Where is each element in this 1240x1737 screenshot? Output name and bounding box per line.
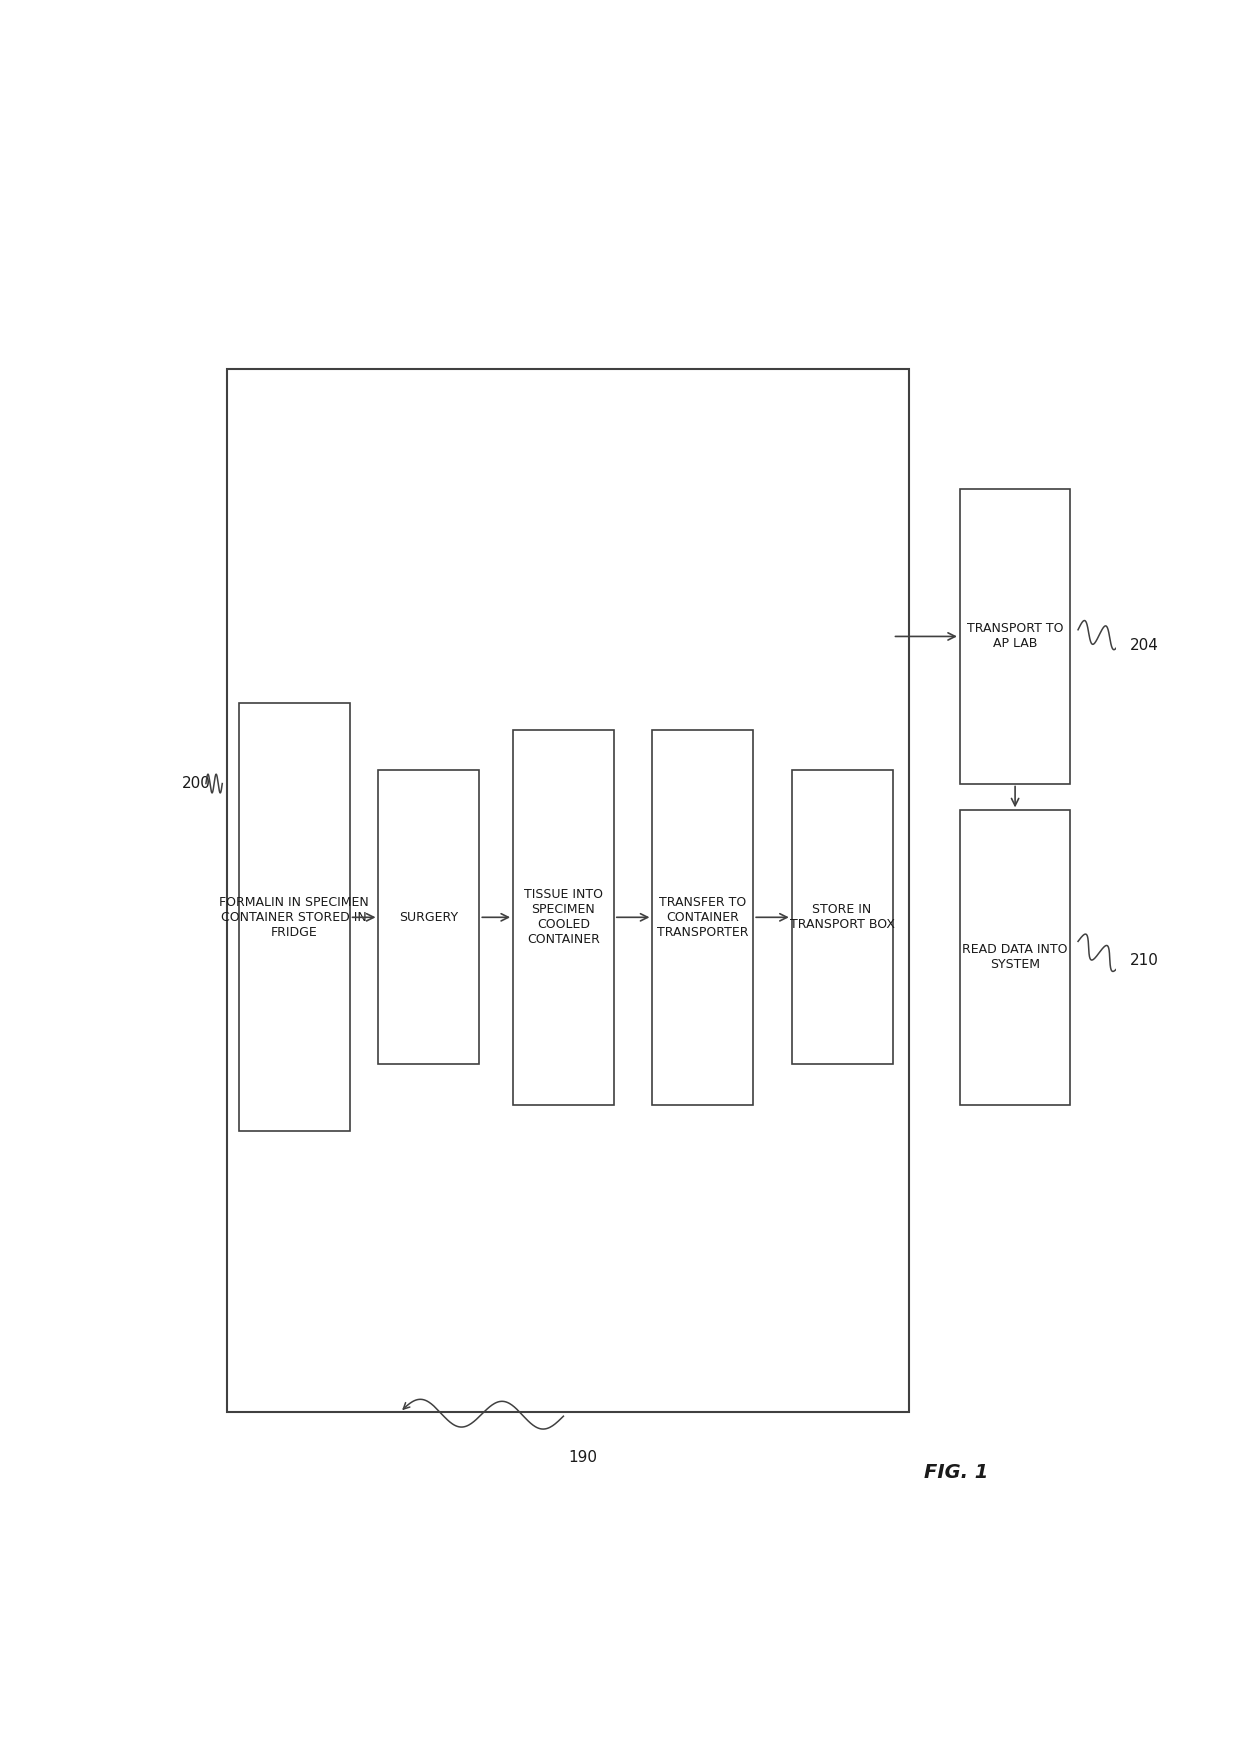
Text: READ DATA INTO
SYSTEM: READ DATA INTO SYSTEM	[962, 943, 1068, 971]
Bar	[239, 703, 350, 1131]
Text: FIG. 1: FIG. 1	[924, 1463, 988, 1482]
Bar	[960, 809, 1070, 1105]
Bar	[513, 730, 614, 1105]
Text: TRANSPORT TO
AP LAB: TRANSPORT TO AP LAB	[967, 622, 1064, 650]
Bar	[378, 769, 480, 1065]
Text: TISSUE INTO
SPECIMEN
COOLED
CONTAINER: TISSUE INTO SPECIMEN COOLED CONTAINER	[525, 888, 603, 947]
Text: TRANSFER TO
CONTAINER
TRANSPORTER: TRANSFER TO CONTAINER TRANSPORTER	[657, 896, 749, 938]
Text: SURGERY: SURGERY	[399, 910, 459, 924]
Text: 200: 200	[182, 776, 211, 790]
Text: 190: 190	[568, 1450, 598, 1464]
Text: 210: 210	[1130, 952, 1159, 968]
Bar	[960, 490, 1070, 783]
Text: FORMALIN IN SPECIMEN
CONTAINER STORED IN
FRIDGE: FORMALIN IN SPECIMEN CONTAINER STORED IN…	[219, 896, 370, 938]
Bar	[652, 730, 753, 1105]
Text: 204: 204	[1130, 637, 1159, 653]
Text: STORE IN
TRANSPORT BOX: STORE IN TRANSPORT BOX	[790, 903, 894, 931]
Bar	[227, 368, 909, 1412]
Bar	[791, 769, 893, 1065]
